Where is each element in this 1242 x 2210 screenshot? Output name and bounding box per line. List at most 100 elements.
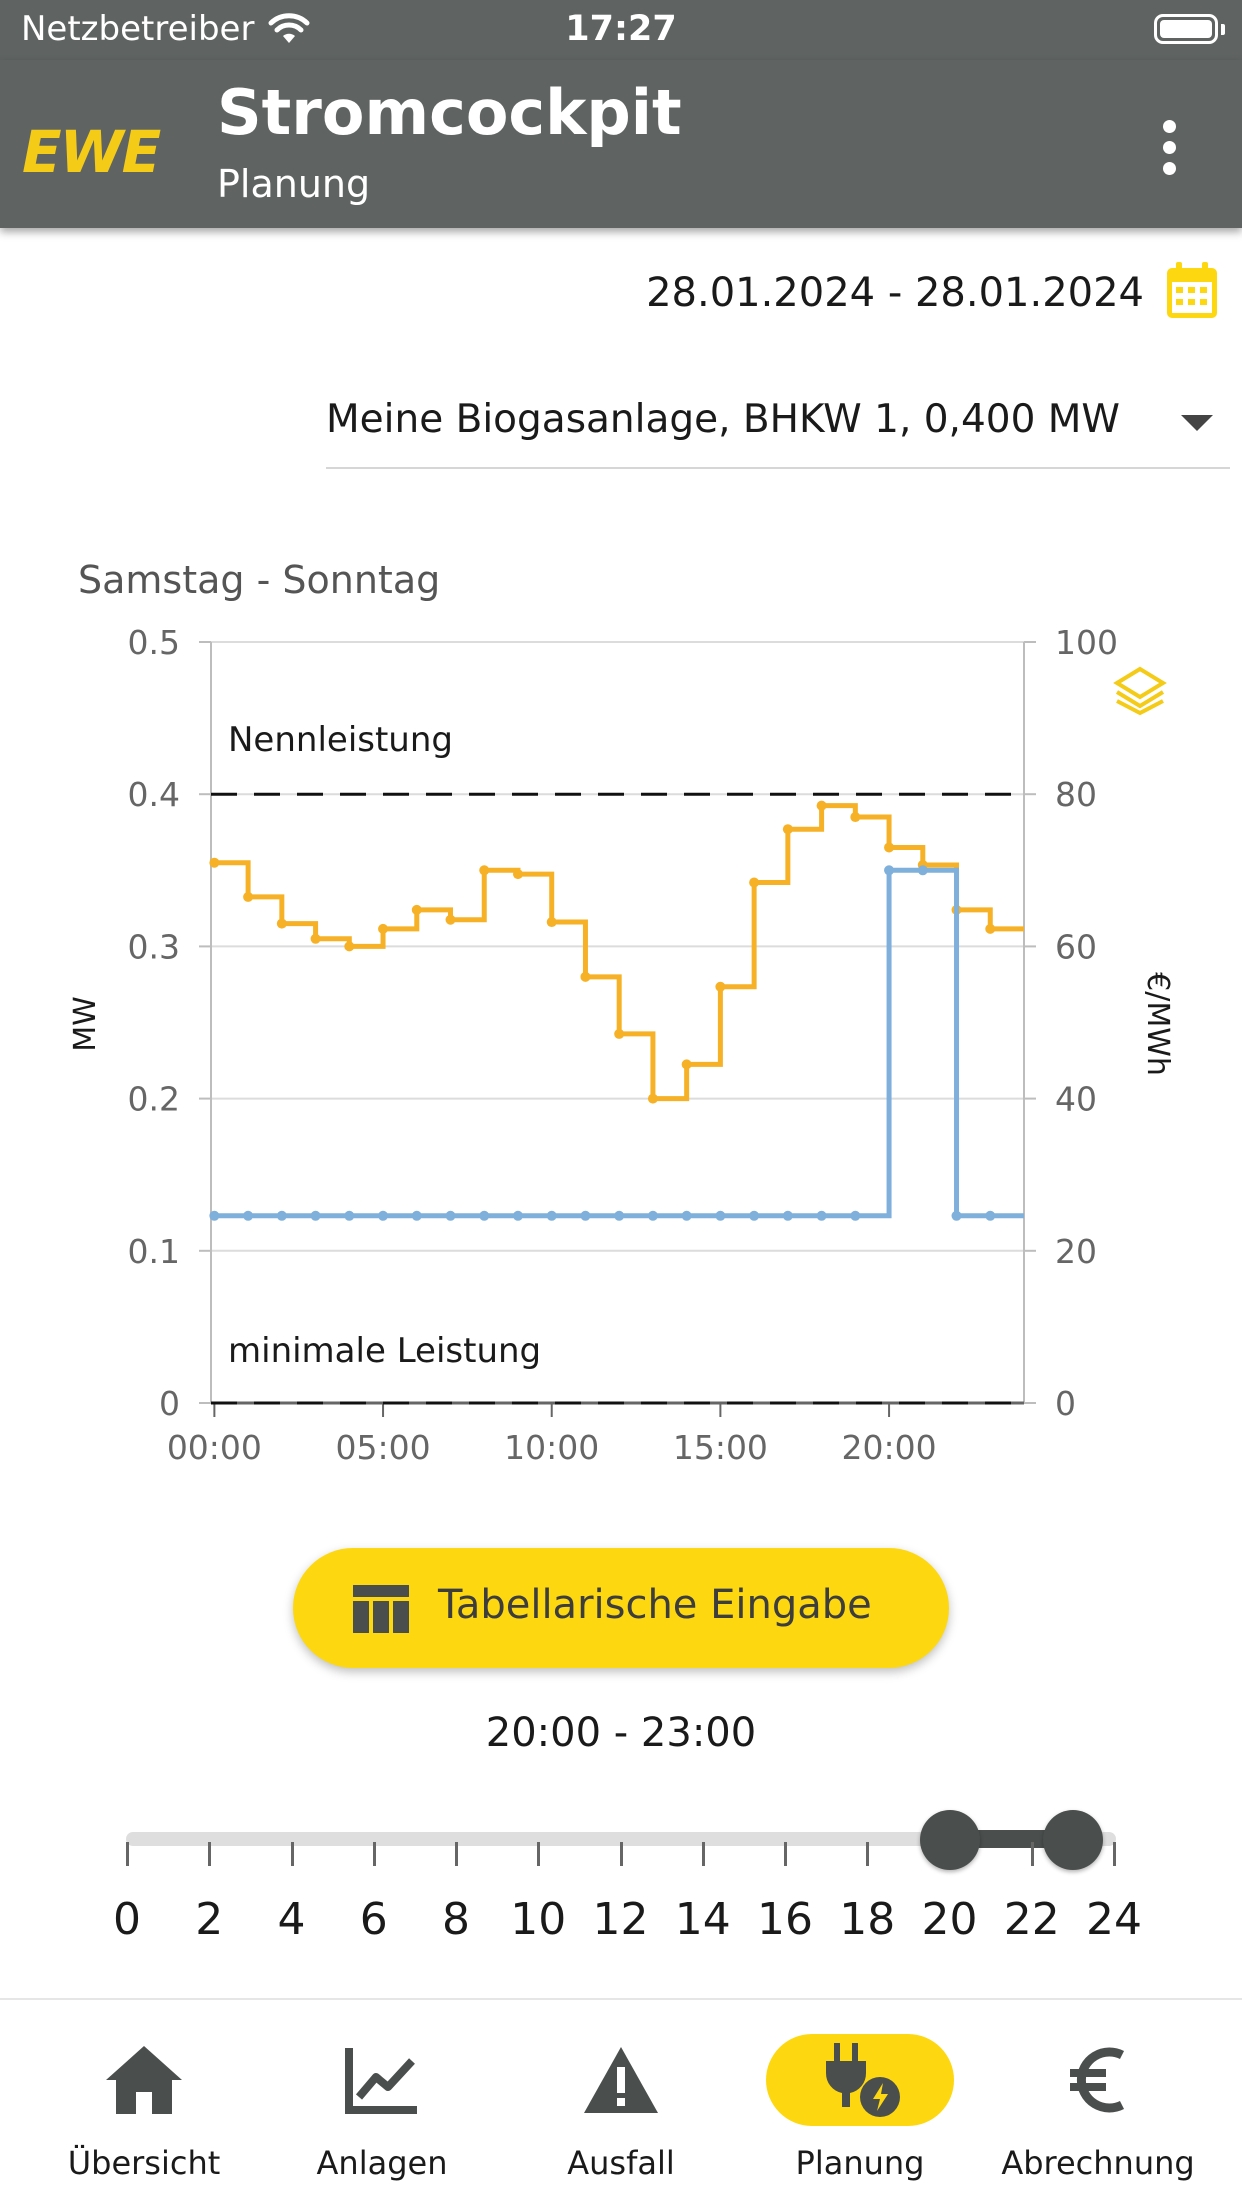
series-point-0 [512, 869, 523, 880]
table-input-button-label: Tabellarische Eingabe [438, 1582, 872, 1628]
slider-tick-label: 8 [442, 1894, 470, 1945]
series-point-1 [344, 1210, 355, 1221]
table-input-button[interactable]: Tabellarische Eingabe [293, 1548, 949, 1668]
slider-tick [208, 1842, 212, 1866]
battery-tip [1221, 24, 1225, 35]
bottom-navigation: Übersicht Anlagen Ausfall [0, 1998, 1242, 2210]
series-point-0 [344, 941, 355, 952]
series-point-0 [782, 824, 793, 835]
slider-tick-label: 24 [1086, 1894, 1142, 1945]
series-point-0 [715, 981, 726, 992]
home-icon [106, 2046, 182, 2114]
series-point-0 [816, 800, 827, 811]
series-point-1 [782, 1210, 793, 1221]
y-right-tick-label: 20 [1055, 1232, 1097, 1271]
nav-item-planung[interactable]: Planung [736, 2000, 984, 2210]
slider-tick-label: 16 [757, 1894, 813, 1945]
series-point-0 [378, 923, 389, 934]
series-point-0 [546, 917, 557, 928]
menu-dot [1163, 141, 1176, 154]
battery-icon [1154, 14, 1218, 44]
chevron-down-icon [1181, 415, 1213, 431]
series-point-1 [850, 1210, 861, 1221]
slider-tick [537, 1842, 541, 1866]
slider-thumb-end[interactable] [1042, 1810, 1103, 1870]
nav-item-uebersicht[interactable]: Übersicht [20, 2000, 268, 2210]
page-title: Stromcockpit [217, 76, 682, 149]
x-tick-label: 05:00 [335, 1428, 430, 1467]
series-point-1 [951, 1210, 962, 1221]
y-right-axis-title: €/MWh [1140, 972, 1175, 1076]
slider-tick-label: 20 [921, 1894, 978, 1945]
x-tick-label: 00:00 [167, 1428, 262, 1467]
annotation-nennleistung: Nennleistung [228, 720, 453, 760]
slider-tick [1030, 1842, 1034, 1866]
chart-series [209, 800, 1024, 1221]
slider-thumb-start[interactable] [919, 1810, 980, 1870]
carrier-label: Netzbetreiber [21, 9, 255, 49]
chart-subtitle: Samstag - Sonntag [78, 558, 441, 602]
series-line-0 [214, 803, 1024, 1102]
slider-tick-label: 4 [277, 1894, 306, 1945]
nav-item-abrechnung[interactable]: Abrechnung [974, 2000, 1222, 2210]
series-point-1 [816, 1210, 827, 1221]
x-tick-label: 10:00 [504, 1428, 599, 1467]
slider-tick-label: 2 [195, 1894, 224, 1945]
chart-axes: 0 0 0.1 20 0.2 40 0.3 60 0.4 80 0.5 100 00:00 05:00 10… [128, 623, 1118, 1467]
status-bar: Netzbetreiber 17:27 [0, 0, 1242, 60]
series-line-1 [214, 867, 1024, 1219]
planning-chart: 0 0 0.1 20 0.2 40 0.3 60 0.4 80 0.5 100 00:00 05:00 10… [68, 623, 1175, 1467]
y-right-tick-label: 80 [1055, 775, 1097, 814]
plant-select[interactable]: Meine Biogasanlage, BHKW 1, 0,400 MW [326, 385, 1230, 469]
y-right-tick-label: 60 [1055, 927, 1097, 966]
nav-icon-wrap [736, 2034, 984, 2126]
series-point-1 [546, 1210, 557, 1221]
x-tick-label: 20:00 [842, 1428, 937, 1467]
series-point-1 [580, 1210, 591, 1221]
slider-tick [1113, 1842, 1116, 1866]
y-left-tick-label: 0 [159, 1384, 180, 1423]
series-point-0 [647, 1093, 658, 1104]
slider-tick-label: 22 [1003, 1894, 1060, 1945]
slider-tick [701, 1842, 705, 1866]
slider-tick [784, 1842, 787, 1866]
nav-label: Ausfall [567, 2144, 675, 2182]
slider-tick [126, 1842, 129, 1866]
time-range-slider[interactable]: 0 2 4 6 8 10 12 14 16 18 20 22 24 [0, 1780, 1242, 1980]
series-point-1 [209, 1210, 220, 1221]
calendar-icon[interactable] [1164, 260, 1220, 322]
slider-tick-label: 18 [839, 1894, 896, 1945]
slider-tick-label: 12 [592, 1894, 649, 1945]
nav-item-anlagen[interactable]: Anlagen [258, 2000, 506, 2210]
warning-icon [584, 2047, 658, 2113]
series-point-1 [512, 1210, 523, 1221]
series-point-0 [749, 877, 760, 888]
nav-icon-wrap [20, 2040, 268, 2120]
y-right-tick-label: 0 [1055, 1384, 1076, 1423]
slider-tick [455, 1842, 458, 1866]
table-icon [353, 1585, 409, 1633]
series-point-1 [715, 1210, 726, 1221]
series-point-1 [310, 1210, 321, 1221]
series-point-0 [445, 914, 456, 925]
series-point-1 [917, 865, 928, 876]
y-right-tick-label: 40 [1055, 1080, 1097, 1119]
slider-tick [290, 1842, 294, 1866]
chart-line-icon [345, 2048, 417, 2114]
series-point-0 [580, 971, 591, 982]
series-point-1 [378, 1210, 389, 1221]
layers-icon[interactable] [1113, 666, 1167, 716]
time-range-label: 20:00 - 23:00 [485, 1710, 757, 1756]
series-point-1 [243, 1210, 254, 1221]
nav-item-ausfall[interactable]: Ausfall [497, 2000, 745, 2210]
series-point-0 [850, 812, 861, 823]
y-left-tick-label: 0.2 [128, 1080, 180, 1119]
annotation-minimale-leistung: minimale Leistung [228, 1331, 541, 1371]
date-range-label[interactable]: 28.01.2024 - 28.01.2024 [646, 270, 1144, 316]
battery-level [1160, 20, 1212, 38]
x-tick-label: 15:00 [673, 1428, 768, 1467]
series-point-0 [411, 904, 422, 915]
more-vert-icon[interactable] [1155, 118, 1185, 178]
slider-tick [619, 1842, 623, 1866]
series-point-0 [310, 933, 321, 944]
